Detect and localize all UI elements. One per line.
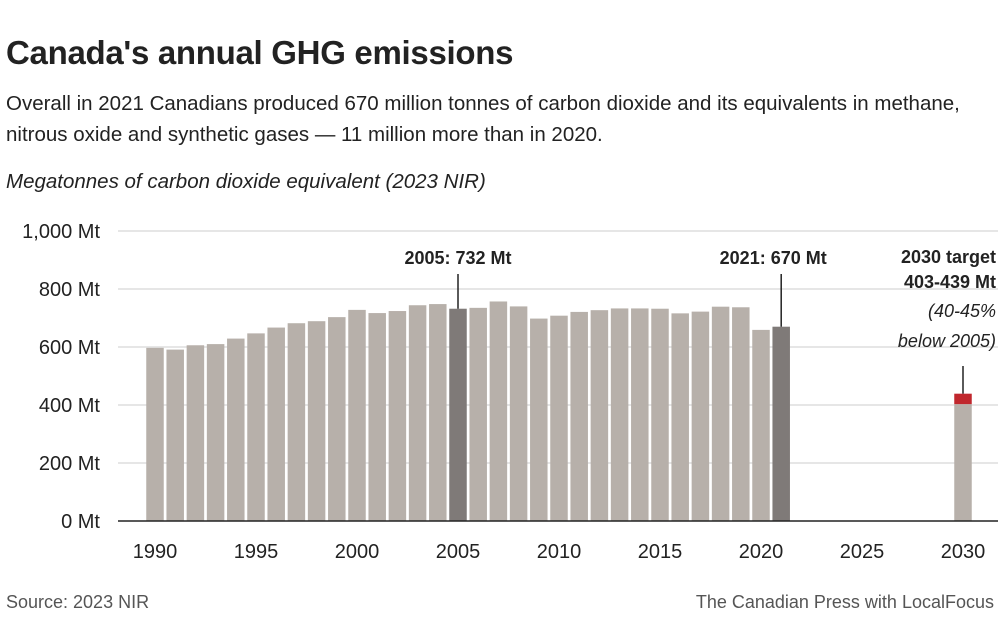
bar-2015 bbox=[651, 308, 669, 521]
x-tick-label: 2020 bbox=[739, 541, 784, 563]
x-tick-label: 2005 bbox=[436, 541, 481, 563]
bar-2010 bbox=[550, 315, 568, 521]
source-note: Source: 2023 NIR bbox=[6, 592, 150, 612]
bar-2008 bbox=[509, 306, 528, 521]
annotation-target-line1: 2030 target bbox=[901, 247, 996, 267]
x-tick-label: 2030 bbox=[941, 541, 986, 563]
x-tick-label: 2025 bbox=[840, 541, 885, 563]
y-axis-ticks: 0 Mt 200 Mt 400 Mt 600 Mt 800 Mt 1,000 Mt bbox=[22, 221, 100, 533]
bar-target-base bbox=[954, 404, 972, 521]
bar-highlight-2021 bbox=[772, 326, 790, 521]
bar-1998 bbox=[307, 321, 326, 521]
bar-1999 bbox=[328, 317, 346, 521]
bar-2013 bbox=[610, 308, 629, 521]
bar-1995 bbox=[247, 333, 265, 521]
bar-1993 bbox=[206, 344, 225, 521]
y-tick-label: 0 Mt bbox=[61, 511, 100, 533]
credit-note: The Canadian Press with LocalFocus bbox=[695, 592, 994, 612]
x-tick-label: 2015 bbox=[638, 541, 683, 563]
annotation-2005: 2005: 732 Mt bbox=[404, 248, 511, 268]
bar-2003 bbox=[408, 305, 427, 521]
bar-1992 bbox=[186, 345, 205, 521]
bar-2014 bbox=[631, 308, 649, 521]
bar-1997 bbox=[287, 323, 306, 521]
bar-1990 bbox=[146, 347, 164, 521]
y-tick-label: 600 Mt bbox=[39, 337, 101, 359]
bar-chart: 0 Mt 200 Mt 400 Mt 600 Mt 800 Mt 1,000 Mt 199… bbox=[22, 221, 998, 563]
bar-target-range bbox=[954, 393, 972, 405]
x-tick-label: 1995 bbox=[234, 541, 279, 563]
annotations: 2005: 732 Mt 2021: 670 Mt 2030 target 403-4… bbox=[404, 247, 996, 394]
bar-2019 bbox=[732, 307, 750, 521]
bar-1994 bbox=[227, 338, 245, 521]
y-tick-label: 200 Mt bbox=[39, 453, 101, 475]
bar-1991 bbox=[166, 349, 184, 521]
annotation-target-line2: 403-439 Mt bbox=[904, 272, 996, 292]
bar-2004 bbox=[429, 304, 447, 521]
bar-2018 bbox=[711, 306, 730, 521]
annotation-2021: 2021: 670 Mt bbox=[720, 248, 827, 268]
bar-2009 bbox=[530, 318, 548, 521]
x-tick-label: 1990 bbox=[133, 541, 178, 563]
bar-2006 bbox=[469, 307, 487, 521]
bar-2016 bbox=[671, 313, 689, 521]
chart-title: Canada's annual GHG emissions bbox=[6, 34, 514, 71]
chart-subtitle: Overall in 2021 Canadians produced 670 m… bbox=[6, 92, 960, 146]
bar-2002 bbox=[388, 311, 407, 521]
unit-label: Megatonnes of carbon dioxide equivalent … bbox=[6, 170, 486, 193]
bar-2017 bbox=[691, 311, 710, 521]
x-tick-label: 2000 bbox=[335, 541, 380, 563]
bar-1996 bbox=[267, 327, 285, 521]
bar-highlight-2005 bbox=[449, 308, 467, 521]
annotation-target-line4: below 2005) bbox=[898, 331, 996, 351]
y-tick-label: 1,000 Mt bbox=[22, 221, 100, 243]
bars bbox=[146, 301, 972, 521]
y-tick-label: 400 Mt bbox=[39, 395, 101, 417]
bar-2001 bbox=[368, 313, 386, 521]
bar-2000 bbox=[348, 309, 366, 521]
x-axis-ticks: 1990 1995 2000 2005 2010 2015 2020 2025 2030 bbox=[133, 541, 986, 563]
bar-2007 bbox=[489, 301, 508, 521]
bar-2012 bbox=[590, 310, 609, 521]
x-tick-label: 2010 bbox=[537, 541, 582, 563]
bar-2011 bbox=[570, 311, 588, 521]
annotation-target-line3: (40-45% bbox=[928, 301, 996, 321]
y-tick-label: 800 Mt bbox=[39, 279, 101, 301]
bar-2020 bbox=[752, 329, 770, 521]
